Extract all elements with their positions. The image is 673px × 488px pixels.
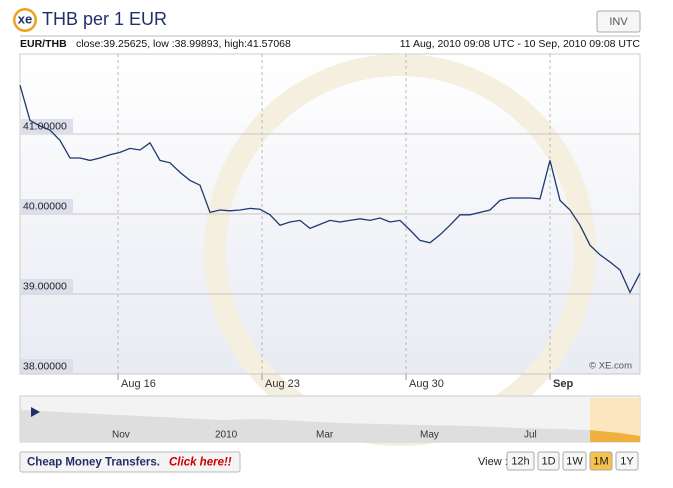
x-tick-label: Aug 30 — [409, 378, 444, 390]
date-range: 11 Aug, 2010 09:08 UTC - 10 Sep, 2010 09… — [400, 38, 641, 50]
y-tick-box — [21, 359, 73, 373]
y-tick-label: 39.00000 — [23, 280, 67, 292]
promo[interactable]: Cheap Money Transfers. — [27, 457, 160, 469]
y-tick-label: 40.00000 — [23, 200, 67, 212]
view-label[interactable]: 1W — [566, 455, 583, 467]
play-button[interactable] — [31, 407, 40, 417]
navigator-label: Nov — [112, 430, 130, 441]
view-button[interactable] — [562, 451, 587, 471]
navigator-area — [20, 410, 640, 442]
navigator-label: May — [420, 430, 439, 441]
view-label[interactable]: 12h — [511, 455, 529, 467]
y-tick-label: 41.00000 — [23, 120, 67, 132]
promo-link[interactable]: Click here!! — [169, 457, 232, 469]
view-button[interactable] — [589, 451, 613, 471]
price-line — [19, 85, 641, 294]
navigator-label: Jul — [524, 430, 537, 441]
logo-inner — [15, 10, 35, 30]
view-label: View : — [478, 456, 508, 468]
promo-button[interactable] — [19, 451, 241, 473]
view-label[interactable]: 1M — [593, 455, 608, 467]
navigator-window-area — [590, 430, 640, 442]
view-label[interactable]: 1Y — [620, 455, 634, 467]
view-button[interactable] — [615, 451, 639, 471]
navigator-label: Mar — [316, 430, 334, 441]
stats: close:39.25625, low :38.99893, high:41.5… — [76, 38, 291, 50]
x-tick-label: Aug 23 — [265, 378, 300, 390]
x-tick-label: Aug 16 — [121, 378, 156, 390]
pair: EUR/THB — [20, 38, 67, 50]
view-button[interactable] — [506, 451, 535, 471]
navigator-label: 2010 — [215, 430, 238, 441]
logo: xe — [18, 11, 32, 26]
view-label[interactable]: 1D — [541, 455, 555, 467]
y-tick-box — [21, 279, 73, 293]
credit: © XE.com — [589, 361, 632, 372]
invert-label[interactable]: INV — [609, 16, 628, 28]
chart-title: THB per 1 EUR — [42, 9, 167, 29]
y-tick-box — [21, 199, 73, 213]
x-tick-label: Sep — [553, 378, 573, 390]
invert-button[interactable] — [596, 10, 641, 33]
y-tick-label: 38.00000 — [23, 360, 67, 372]
view-button[interactable] — [537, 451, 560, 471]
